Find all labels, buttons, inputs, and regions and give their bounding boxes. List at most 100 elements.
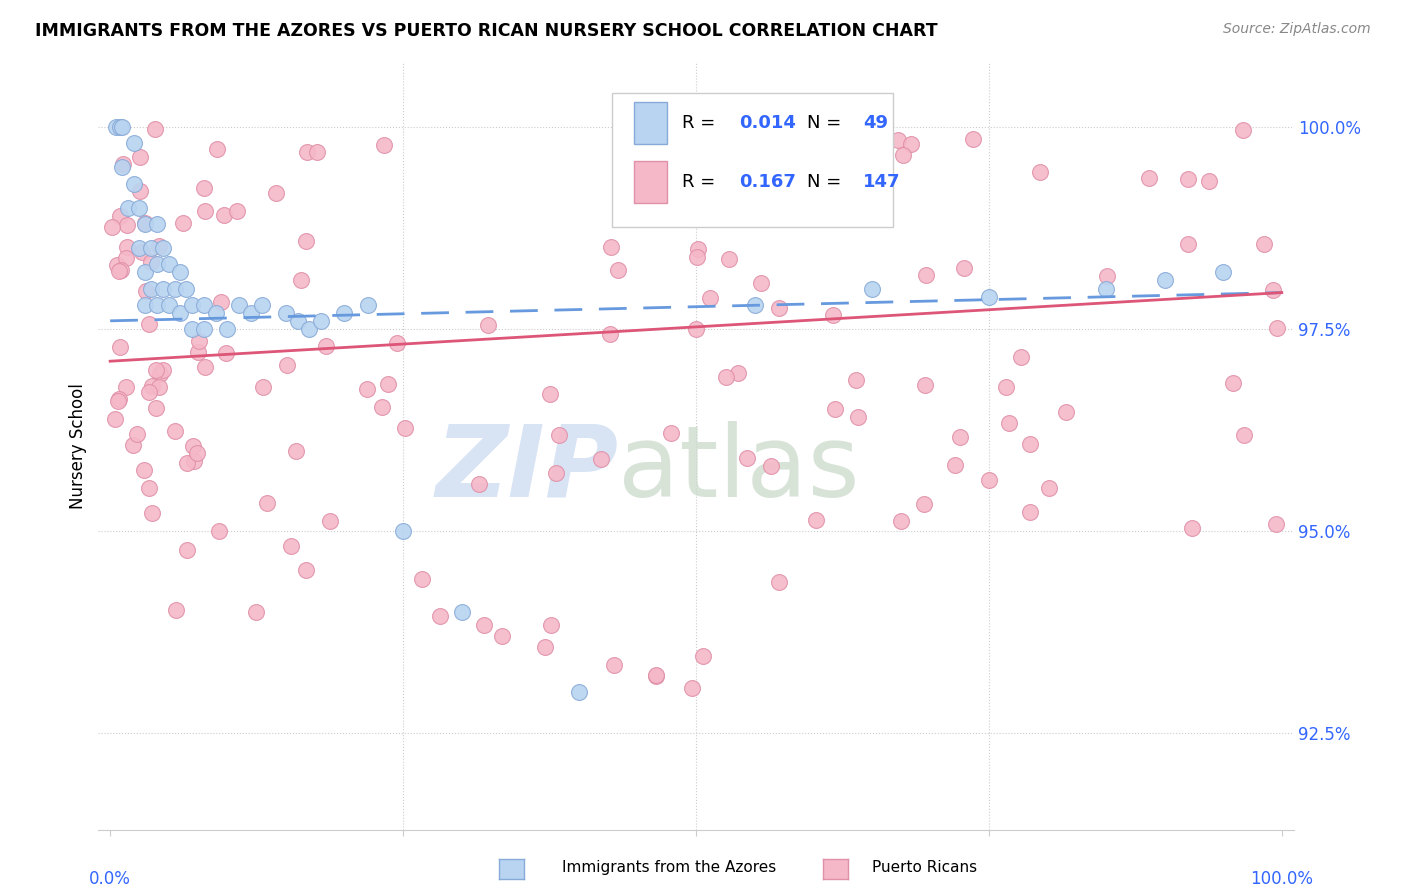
Point — [768, 574, 790, 589]
Point — [333, 306, 356, 320]
Point — [472, 618, 495, 632]
Point — [294, 235, 316, 249]
Text: ZIP: ZIP — [436, 420, 619, 517]
Point — [370, 401, 392, 415]
Point — [295, 563, 318, 577]
Point — [100, 219, 122, 234]
Point — [122, 438, 145, 452]
Point — [134, 217, 156, 231]
Point — [759, 459, 782, 474]
Point — [188, 334, 211, 348]
Point — [146, 298, 169, 312]
Point — [1177, 237, 1199, 252]
Point — [538, 387, 561, 401]
Point — [591, 452, 613, 467]
FancyBboxPatch shape — [613, 93, 893, 227]
Point — [900, 136, 922, 151]
Point — [108, 120, 131, 134]
Point — [276, 358, 298, 372]
Point — [204, 306, 226, 320]
Text: 0.0%: 0.0% — [89, 870, 131, 888]
Point — [165, 425, 187, 439]
Point — [138, 317, 160, 331]
Point — [104, 412, 127, 426]
Point — [824, 402, 846, 417]
Point — [411, 572, 433, 586]
Point — [115, 240, 138, 254]
Point — [699, 291, 721, 305]
Point — [665, 173, 688, 187]
Point — [887, 133, 910, 147]
Point — [891, 148, 914, 162]
Point — [1137, 171, 1160, 186]
Point — [145, 401, 167, 415]
Point — [215, 346, 238, 360]
Point — [602, 658, 624, 673]
Point — [157, 257, 180, 271]
Point — [108, 392, 131, 406]
Text: 0.167: 0.167 — [740, 173, 796, 191]
Point — [1010, 351, 1032, 365]
Point — [141, 241, 163, 255]
Point — [148, 367, 170, 381]
Point — [264, 186, 287, 200]
Point — [176, 456, 198, 470]
Text: IMMIGRANTS FROM THE AZORES VS PUERTO RICAN NURSERY SCHOOL CORRELATION CHART: IMMIGRANTS FROM THE AZORES VS PUERTO RIC… — [35, 22, 938, 40]
Text: N =: N = — [807, 114, 846, 132]
Text: N =: N = — [807, 173, 846, 191]
Point — [110, 263, 132, 277]
Point — [152, 281, 174, 295]
Point — [356, 383, 378, 397]
Point — [1253, 236, 1275, 251]
Point — [181, 322, 204, 336]
Point — [977, 473, 1000, 487]
Text: Puerto Ricans: Puerto Ricans — [872, 860, 977, 874]
Point — [138, 385, 160, 400]
Point — [284, 444, 307, 458]
Point — [134, 298, 156, 312]
Point — [544, 466, 567, 480]
Point — [122, 136, 145, 151]
Point — [111, 161, 134, 175]
Point — [125, 426, 148, 441]
Point — [122, 177, 145, 191]
Text: atlas: atlas — [619, 420, 860, 517]
Point — [239, 306, 262, 320]
Point — [994, 380, 1017, 394]
Text: 100.0%: 100.0% — [1250, 870, 1313, 888]
Point — [645, 669, 668, 683]
Point — [686, 242, 709, 256]
Point — [429, 609, 451, 624]
Text: Source: ZipAtlas.com: Source: ZipAtlas.com — [1223, 22, 1371, 37]
Point — [823, 308, 845, 322]
Point — [768, 301, 790, 315]
Point — [599, 326, 621, 341]
Text: R =: R = — [682, 173, 721, 191]
Point — [534, 640, 557, 655]
Point — [681, 681, 703, 696]
Text: 49: 49 — [863, 114, 889, 132]
Point — [749, 277, 772, 291]
Point — [193, 322, 215, 336]
Point — [181, 439, 204, 453]
Point — [915, 268, 938, 282]
Bar — [634, 102, 668, 145]
Point — [645, 667, 668, 681]
Point — [193, 180, 215, 194]
Point — [108, 264, 131, 278]
Point — [141, 379, 163, 393]
Point — [205, 142, 228, 156]
Point — [280, 539, 302, 553]
Point — [117, 201, 139, 215]
Point — [183, 454, 205, 468]
Point — [914, 377, 936, 392]
Point — [1232, 428, 1254, 442]
Point — [1198, 174, 1220, 188]
Point — [169, 265, 191, 279]
Point — [977, 290, 1000, 304]
Point — [110, 340, 132, 354]
Point — [943, 458, 966, 473]
Point — [804, 513, 827, 527]
Point — [692, 648, 714, 663]
Point — [135, 285, 157, 299]
